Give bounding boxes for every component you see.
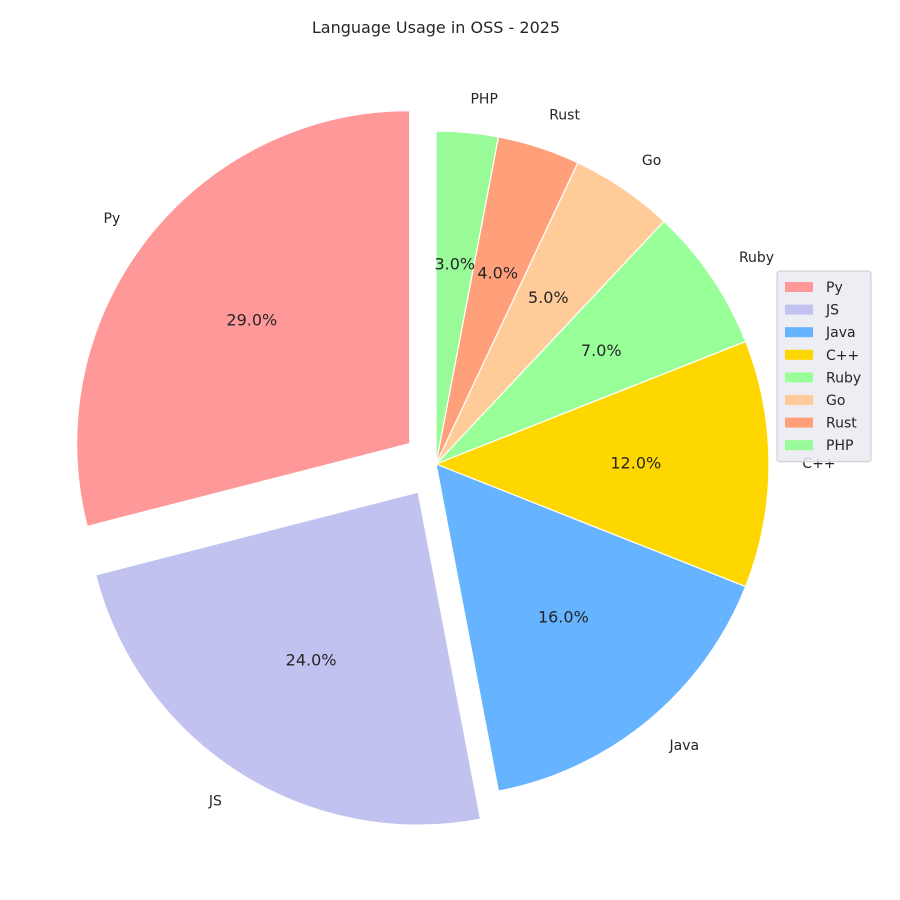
percent-label-py: 29.0% xyxy=(226,311,277,330)
legend-label-js: JS xyxy=(825,303,839,319)
percent-labels: 29.0% 24.0% 16.0% 12.0% 7.0% 5.0% 4.0%3.0% xyxy=(226,255,661,670)
percent-label-js: 24.0% xyxy=(286,650,337,669)
pie-slice-php xyxy=(435,130,499,465)
slice-label-php: PHP xyxy=(470,91,497,107)
slice-label-rust: Rust xyxy=(549,108,580,124)
slice-label-ruby: Ruby xyxy=(739,250,774,266)
percent-label-rust: 4.0% xyxy=(477,263,518,282)
legend-swatch-ruby xyxy=(785,372,813,383)
legend-swatch-rust xyxy=(785,417,813,428)
legend: Py JS Java C++ Ruby Go Rust PHP xyxy=(776,270,872,463)
legend-swatch-java xyxy=(785,327,813,338)
percent-label-php: 3.0% xyxy=(434,255,475,274)
slice-label-py: Py xyxy=(104,211,121,227)
slice-label-java: Java xyxy=(668,738,699,754)
legend-label-cplusplus: C++ xyxy=(826,348,859,364)
legend-box xyxy=(776,270,872,463)
percent-label-go: 5.0% xyxy=(528,288,569,307)
pie-slice-js xyxy=(95,491,482,826)
pie-slices xyxy=(76,109,770,826)
percent-label-ruby: 7.0% xyxy=(581,341,622,360)
percent-label-cplusplus: 12.0% xyxy=(610,454,661,473)
pie-slice-cplusplus xyxy=(435,340,770,588)
percent-label-java: 16.0% xyxy=(538,607,589,626)
pie-slice-ruby xyxy=(435,220,747,465)
pie-slice-java xyxy=(435,463,747,792)
legend-label-py: Py xyxy=(826,280,843,296)
pie-slice-py xyxy=(76,109,411,528)
legend-swatch-go xyxy=(785,395,813,405)
slice-label-js: JS xyxy=(208,793,222,809)
legend-label-go: Go xyxy=(826,393,845,409)
legend-label-rust: Rust xyxy=(826,416,857,432)
slice-label-go: Go xyxy=(642,153,661,169)
legend-label-java: Java xyxy=(825,325,856,341)
legend-swatch-cplusplus xyxy=(785,349,813,360)
legend-swatch-py xyxy=(785,282,813,292)
legend-swatch-js xyxy=(785,304,813,315)
chart-title: Language Usage in OSS - 2025 xyxy=(312,18,560,37)
legend-label-ruby: Ruby xyxy=(826,370,861,386)
legend-swatch-php xyxy=(785,440,813,451)
legend-label-php: PHP xyxy=(826,438,853,454)
